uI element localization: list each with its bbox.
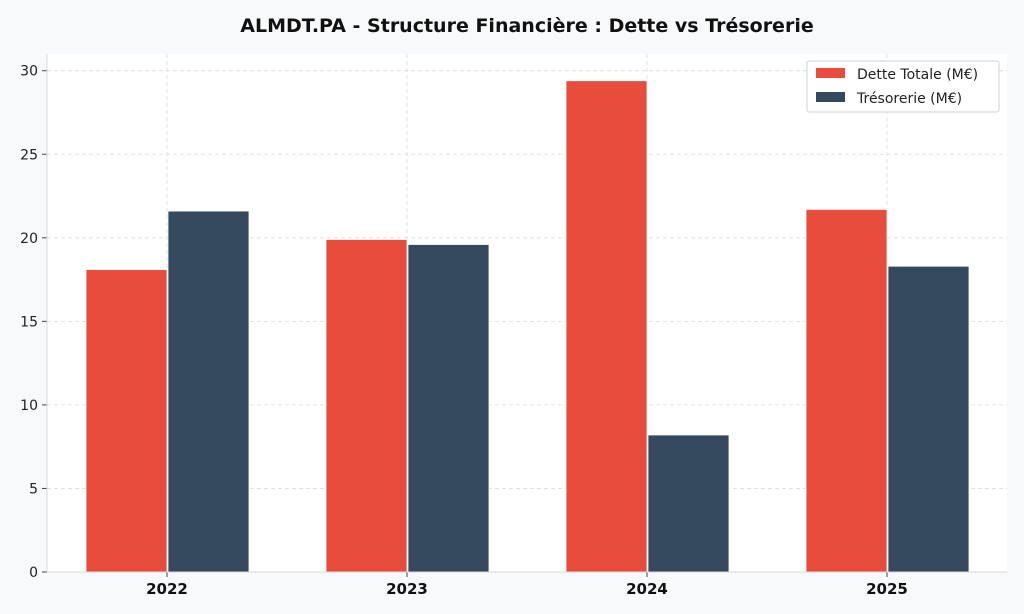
legend-label-tresorerie: Trésorerie (M€): [856, 91, 962, 107]
bar-tresorerie-2025: [887, 265, 970, 573]
y-tick-label: 5: [29, 481, 38, 497]
legend: Dette Totale (M€) Trésorerie (M€): [806, 60, 1000, 113]
x-tick-label: 2022: [146, 580, 188, 598]
chart-title: ALMDT.PA - Structure Financière : Dette …: [240, 15, 813, 37]
y-tick-label: 25: [20, 147, 38, 163]
bar-tresorerie-2022: [167, 210, 250, 573]
bar-dette-2025: [805, 208, 888, 573]
x-tick-label: 2025: [866, 580, 908, 598]
y-tick-label: 0: [29, 565, 38, 581]
y-tick-label: 20: [20, 231, 38, 247]
y-tick-label: 15: [20, 314, 38, 330]
bar-tresorerie-2023: [407, 244, 490, 573]
legend-box: [806, 60, 1000, 113]
bars: [85, 80, 970, 573]
x-tick-label: 2023: [386, 580, 428, 598]
y-tick-label: 30: [20, 64, 38, 80]
x-tick-label: 2024: [626, 580, 668, 598]
y-tick-label: 10: [20, 398, 38, 414]
legend-swatch-tresorerie: [816, 92, 845, 102]
bar-dette-2024: [565, 80, 648, 573]
bar-dette-2022: [85, 269, 168, 573]
bar-tresorerie-2024: [647, 434, 730, 573]
bar-dette-2023: [325, 239, 408, 573]
legend-swatch-dette: [816, 68, 845, 78]
legend-label-dette: Dette Totale (M€): [857, 67, 978, 83]
